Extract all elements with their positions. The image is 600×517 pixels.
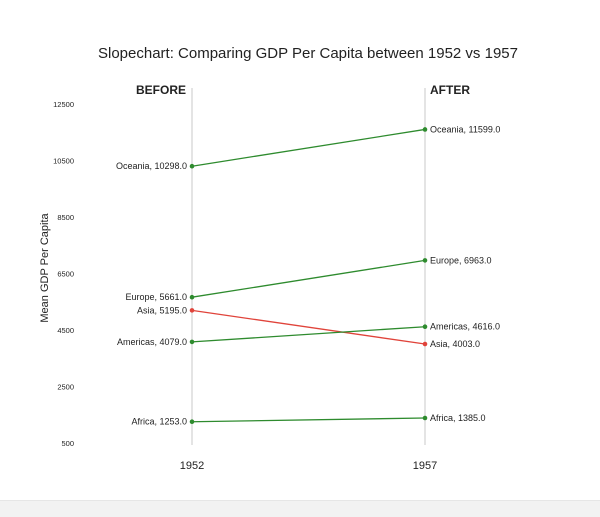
label-oceania-after: Oceania, 11599.0 [430, 124, 500, 134]
slope-line-africa [191, 417, 426, 423]
after-header: AFTER [430, 83, 470, 97]
slope-points [189, 127, 428, 425]
slope-line-americas [191, 326, 426, 343]
point-oceania-before [189, 163, 195, 169]
slope-labels: Oceania, 10298.0 Oceania, 11599.0 Europe, … [116, 124, 500, 426]
slope-line-asia [191, 309, 426, 345]
point-africa-after [422, 415, 428, 421]
point-europe-before [189, 294, 195, 300]
window-bottom-strip [0, 500, 600, 517]
label-europe-before: Europe, 5661.0 [125, 292, 187, 302]
y-tick-label: 10500 [53, 157, 74, 166]
label-oceania-before: Oceania, 10298.0 [116, 161, 187, 171]
x-tick-label-1952: 1952 [180, 460, 204, 472]
y-tick-label: 500 [61, 439, 74, 448]
slopechart: Slopechart: Comparing GDP Per Capita bet… [39, 45, 518, 472]
y-tick-label: 2500 [57, 383, 74, 392]
label-asia-before: Asia, 5195.0 [137, 305, 187, 315]
point-africa-before [189, 419, 195, 425]
label-americas-before: Americas, 4079.0 [117, 337, 187, 347]
y-tick-label: 4500 [57, 326, 74, 335]
label-americas-after: Americas, 4616.0 [430, 322, 500, 332]
point-asia-after [422, 341, 428, 347]
point-asia-before [189, 308, 195, 313]
label-europe-after: Europe, 6963.0 [430, 255, 492, 265]
label-africa-after: Africa, 1385.0 [430, 413, 486, 423]
point-oceania-after [422, 127, 428, 132]
y-tick-label: 8500 [57, 213, 74, 222]
y-tick-label: 12500 [53, 100, 74, 109]
point-europe-after [422, 258, 428, 263]
before-header: BEFORE [136, 83, 186, 97]
point-americas-before [189, 339, 195, 345]
slopechart-figure: Slopechart: Comparing GDP Per Capita bet… [39, 45, 518, 472]
y-tick-labels: 500 2500 4500 6500 8500 10500 12500 [53, 100, 74, 448]
slope-line-europe [191, 259, 426, 298]
point-americas-after [422, 324, 428, 330]
label-africa-before: Africa, 1253.0 [131, 417, 187, 427]
y-tick-label: 6500 [57, 270, 74, 279]
slope-line-oceania [191, 128, 426, 167]
x-tick-label-1957: 1957 [413, 460, 437, 472]
label-asia-after: Asia, 4003.0 [430, 339, 480, 349]
y-axis-label: Mean GDP Per Capita [39, 213, 51, 323]
chart-title: Slopechart: Comparing GDP Per Capita bet… [98, 45, 518, 62]
slope-lines [191, 128, 426, 423]
